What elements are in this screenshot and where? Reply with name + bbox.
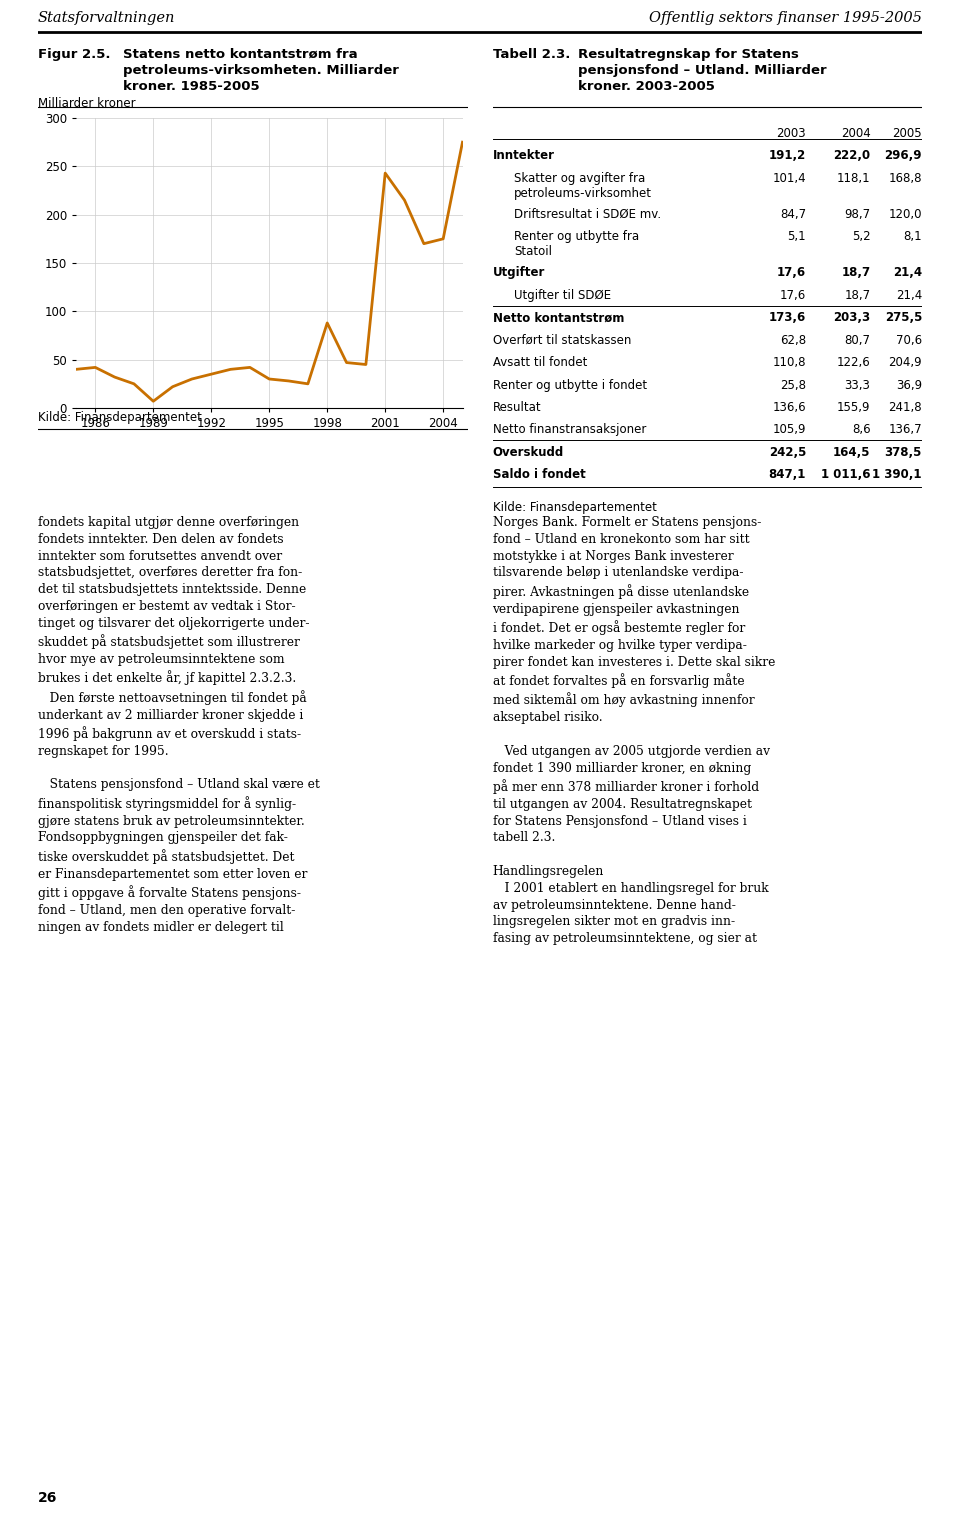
Text: 36,9: 36,9 <box>896 378 922 392</box>
Text: Netto kontantstrøm: Netto kontantstrøm <box>492 311 624 324</box>
Text: Renter og utbytte i fondet: Renter og utbytte i fondet <box>492 378 647 392</box>
Text: Skatter og avgifter fra
petroleums­virksomhet: Skatter og avgifter fra petroleums­virks… <box>514 171 652 200</box>
Text: 191,2: 191,2 <box>769 150 806 162</box>
Text: 120,0: 120,0 <box>889 208 922 220</box>
Text: Statsforvaltningen: Statsforvaltningen <box>38 11 176 24</box>
Text: 173,6: 173,6 <box>769 311 806 324</box>
Text: 101,4: 101,4 <box>773 171 806 185</box>
Text: 110,8: 110,8 <box>773 356 806 369</box>
Text: 18,7: 18,7 <box>845 289 871 301</box>
Text: 168,8: 168,8 <box>889 171 922 185</box>
Text: 296,9: 296,9 <box>884 150 922 162</box>
Text: 241,8: 241,8 <box>888 401 922 415</box>
Text: Overskudd: Overskudd <box>492 445 564 459</box>
Text: 84,7: 84,7 <box>780 208 806 220</box>
Text: 203,3: 203,3 <box>833 311 871 324</box>
Text: 378,5: 378,5 <box>884 445 922 459</box>
Text: 222,0: 222,0 <box>833 150 871 162</box>
Text: 17,6: 17,6 <box>777 266 806 280</box>
Text: Avsatt til fondet: Avsatt til fondet <box>492 356 587 369</box>
Text: 5,1: 5,1 <box>787 231 806 243</box>
Text: Netto finanstransaksjoner: Netto finanstransaksjoner <box>492 424 646 436</box>
Text: Overført til statskassen: Overført til statskassen <box>492 334 631 347</box>
Text: fondets kapital utgjør denne overføringen
fondets inntekter. Den delen av fondet: fondets kapital utgjør denne overføringe… <box>38 516 320 933</box>
Text: 164,5: 164,5 <box>833 445 871 459</box>
Text: 33,3: 33,3 <box>845 378 871 392</box>
Text: 70,6: 70,6 <box>896 334 922 347</box>
Text: 2003: 2003 <box>777 127 806 141</box>
Text: Kilde: Finansdepartementet: Kilde: Finansdepartementet <box>492 500 657 514</box>
Text: 2004: 2004 <box>841 127 871 141</box>
Text: 275,5: 275,5 <box>884 311 922 324</box>
Text: Tabell 2.3.: Tabell 2.3. <box>492 47 570 61</box>
Text: 80,7: 80,7 <box>845 334 871 347</box>
Text: Statens netto kontantstrøm fra
petroleums­virksomheten. Milliarder
kroner. 1985-: Statens netto kontantstrøm fra petroleum… <box>123 47 398 93</box>
Text: 242,5: 242,5 <box>769 445 806 459</box>
Text: Kilde: Finansdepartementet: Kilde: Finansdepartementet <box>38 412 202 424</box>
Text: 17,6: 17,6 <box>780 289 806 301</box>
Text: 1 011,6: 1 011,6 <box>821 468 871 482</box>
Text: 204,9: 204,9 <box>888 356 922 369</box>
Text: Renter og utbytte fra
Statoil: Renter og utbytte fra Statoil <box>514 231 639 259</box>
Text: 25,8: 25,8 <box>780 378 806 392</box>
Text: Resultat: Resultat <box>492 401 541 415</box>
Text: 118,1: 118,1 <box>837 171 871 185</box>
Text: 26: 26 <box>38 1492 58 1506</box>
Text: 136,7: 136,7 <box>888 424 922 436</box>
Text: 8,6: 8,6 <box>852 424 871 436</box>
Text: 2005: 2005 <box>893 127 922 141</box>
Text: 1 390,1: 1 390,1 <box>873 468 922 482</box>
Text: 122,6: 122,6 <box>837 356 871 369</box>
Text: Figur 2.5.: Figur 2.5. <box>38 47 110 61</box>
Text: Resultatregnskap for Statens
pensjonsfond – Utland. Milliarder
kroner. 2003-2005: Resultatregnskap for Statens pensjonsfon… <box>578 47 827 93</box>
Text: 21,4: 21,4 <box>893 266 922 280</box>
Text: 8,1: 8,1 <box>903 231 922 243</box>
Text: 847,1: 847,1 <box>769 468 806 482</box>
Text: Utgifter: Utgifter <box>492 266 545 280</box>
Text: Inntekter: Inntekter <box>492 150 555 162</box>
Text: 105,9: 105,9 <box>773 424 806 436</box>
Text: 21,4: 21,4 <box>896 289 922 301</box>
Text: 62,8: 62,8 <box>780 334 806 347</box>
Text: 5,2: 5,2 <box>852 231 871 243</box>
Text: 155,9: 155,9 <box>837 401 871 415</box>
Text: Norges Bank. Formelt er Statens pensjons-
fond – Utland en kronekonto som har si: Norges Bank. Formelt er Statens pensjons… <box>492 516 775 946</box>
Text: Offentlig sektors finanser 1995-2005: Offentlig sektors finanser 1995-2005 <box>649 11 922 24</box>
Text: Utgifter til SDØE: Utgifter til SDØE <box>514 289 612 301</box>
Text: 18,7: 18,7 <box>841 266 871 280</box>
Text: Milliarder kroner: Milliarder kroner <box>38 96 135 110</box>
Text: Driftsresultat i SDØE mv.: Driftsresultat i SDØE mv. <box>514 208 661 220</box>
Text: Saldo i fondet: Saldo i fondet <box>492 468 586 482</box>
Text: 136,6: 136,6 <box>773 401 806 415</box>
Text: 98,7: 98,7 <box>845 208 871 220</box>
